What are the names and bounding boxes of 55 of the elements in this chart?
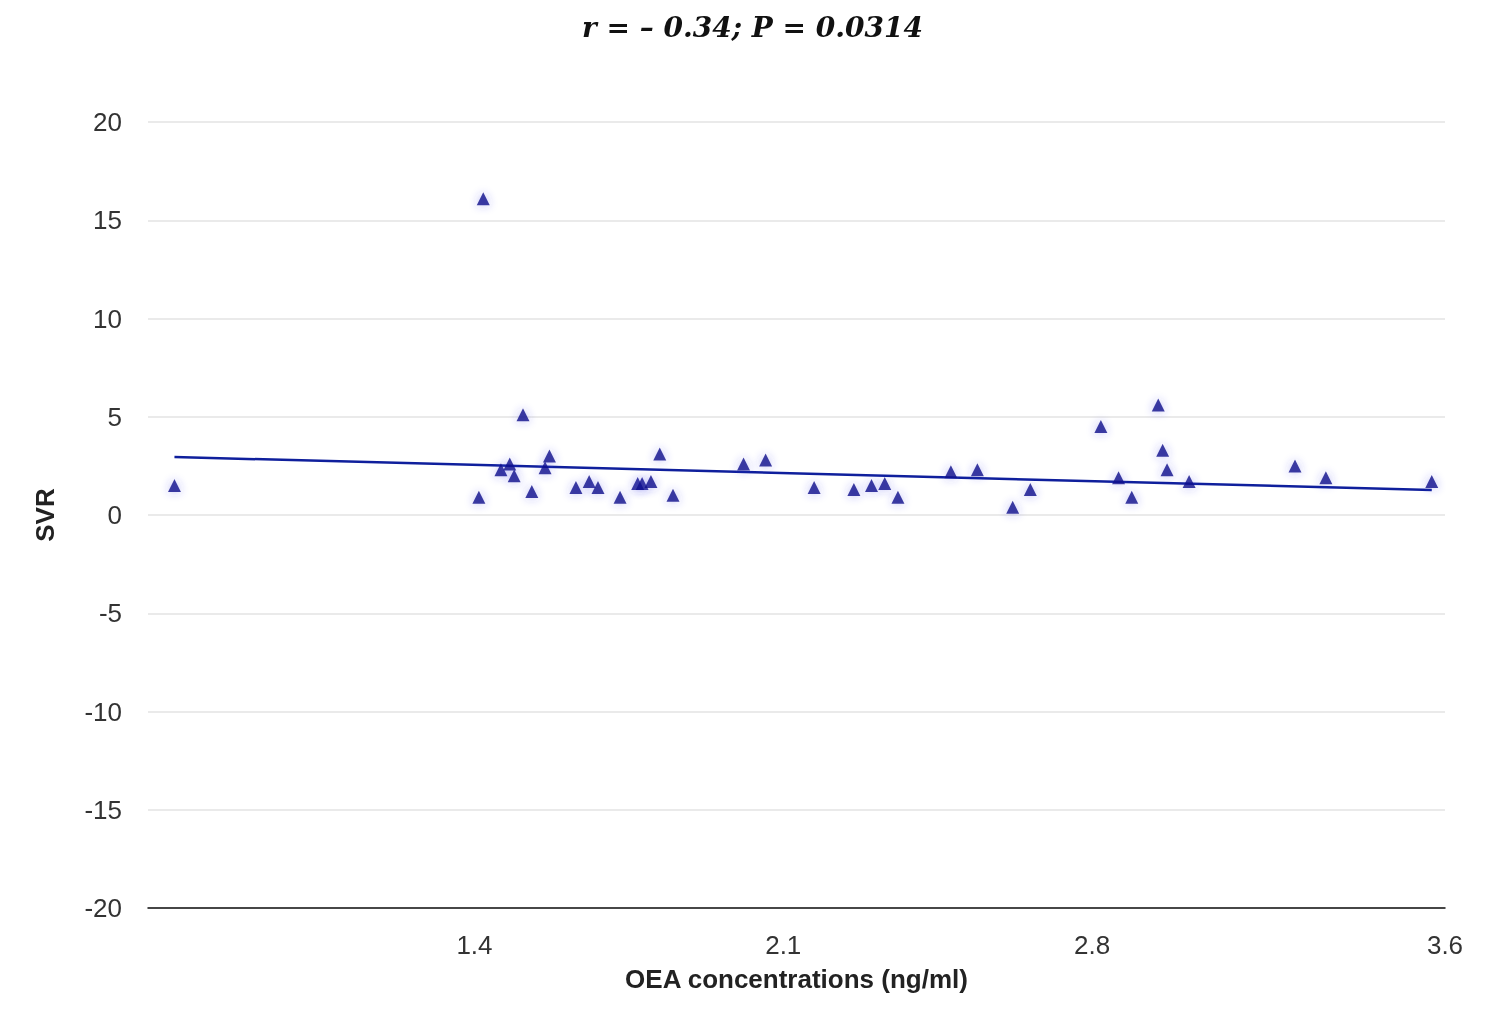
point — [613, 490, 627, 504]
point — [1319, 471, 1333, 485]
y-tick-label: 5 — [107, 401, 122, 432]
point — [807, 480, 821, 494]
point — [494, 463, 508, 477]
point — [591, 480, 605, 494]
point — [582, 475, 596, 489]
x-tick-label: 1.4 — [456, 930, 493, 960]
x-tick-label: 2.1 — [765, 930, 802, 960]
point — [759, 453, 773, 467]
point — [1160, 463, 1174, 477]
y-tick-label: -10 — [84, 696, 122, 727]
y-tick-label: 20 — [93, 107, 122, 137]
point — [891, 490, 905, 504]
point — [653, 447, 667, 461]
point — [666, 488, 680, 502]
point — [644, 475, 658, 489]
x-tick-label: 2.8 — [1074, 930, 1111, 960]
point — [476, 192, 490, 206]
point — [878, 477, 892, 491]
y-tick-label: -15 — [84, 794, 122, 825]
point — [472, 490, 486, 504]
point — [542, 449, 556, 463]
x-tick-label: 3.6 — [1426, 930, 1464, 960]
y-tick-label: -20 — [84, 893, 122, 923]
point — [944, 465, 958, 479]
chart-title: r = – 0.34; P = 0.0314 — [582, 10, 923, 44]
y-tick-label: 15 — [93, 205, 122, 236]
point — [737, 457, 751, 471]
y-tick-label: 0 — [107, 500, 122, 530]
y-tick-label: -5 — [98, 598, 122, 629]
point — [167, 479, 181, 493]
point — [1288, 459, 1302, 473]
point — [1156, 443, 1170, 457]
y-tick-label: 10 — [93, 303, 122, 334]
point — [1112, 471, 1126, 485]
point — [847, 482, 861, 496]
point — [1425, 475, 1439, 489]
point — [1006, 500, 1020, 514]
point — [865, 479, 878, 493]
point — [970, 463, 984, 477]
point — [507, 469, 521, 483]
point — [503, 457, 517, 471]
point — [1125, 490, 1139, 504]
point — [1151, 398, 1165, 412]
x-axis-title: OEA concentrations (ng/ml) — [625, 964, 968, 994]
y-axis-title: SVR — [30, 488, 60, 542]
point — [1182, 475, 1196, 489]
point — [1023, 482, 1037, 496]
point — [516, 408, 530, 422]
point — [569, 480, 583, 494]
point — [635, 477, 649, 491]
point — [1094, 420, 1108, 434]
point — [525, 484, 539, 498]
point — [538, 461, 552, 475]
